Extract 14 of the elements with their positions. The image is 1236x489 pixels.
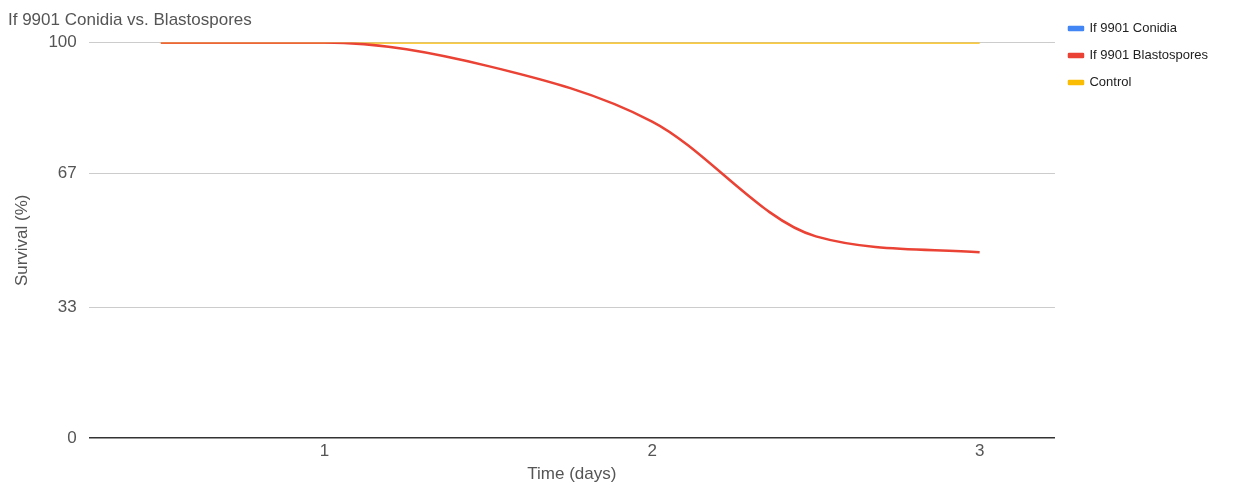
legend-label: If 9901 Conidia: [1089, 20, 1178, 36]
x-tick-label: 2: [647, 441, 657, 461]
x-axis-title: Time (days): [527, 464, 617, 484]
legend-label: If 9901 Blastospores: [1089, 47, 1209, 63]
y-tick-label: 67: [57, 162, 77, 182]
legend-label: Control: [1089, 74, 1132, 90]
y-tick-label: 100: [48, 32, 77, 52]
chart-title: If 9901 Conidia vs. Blastospores: [8, 9, 252, 29]
y-axis-title: Survival (%): [11, 194, 31, 287]
x-tick-label: 1: [319, 441, 330, 461]
x-tick-label: 3: [974, 441, 985, 461]
line-series: [159, 42, 981, 254]
y-tick-label: 33: [57, 297, 77, 317]
y-tick-label: 0: [67, 427, 77, 447]
